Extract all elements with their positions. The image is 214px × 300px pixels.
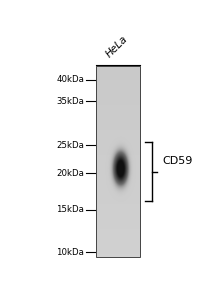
Text: 20kDa: 20kDa: [56, 169, 84, 178]
Text: 35kDa: 35kDa: [56, 97, 84, 106]
Bar: [96, 66, 140, 256]
Text: 10kDa: 10kDa: [56, 248, 84, 257]
Text: 25kDa: 25kDa: [56, 140, 84, 149]
Text: 40kDa: 40kDa: [56, 75, 84, 84]
Text: 15kDa: 15kDa: [56, 205, 84, 214]
Text: HeLa: HeLa: [104, 34, 130, 60]
Text: CD59: CD59: [163, 156, 193, 166]
